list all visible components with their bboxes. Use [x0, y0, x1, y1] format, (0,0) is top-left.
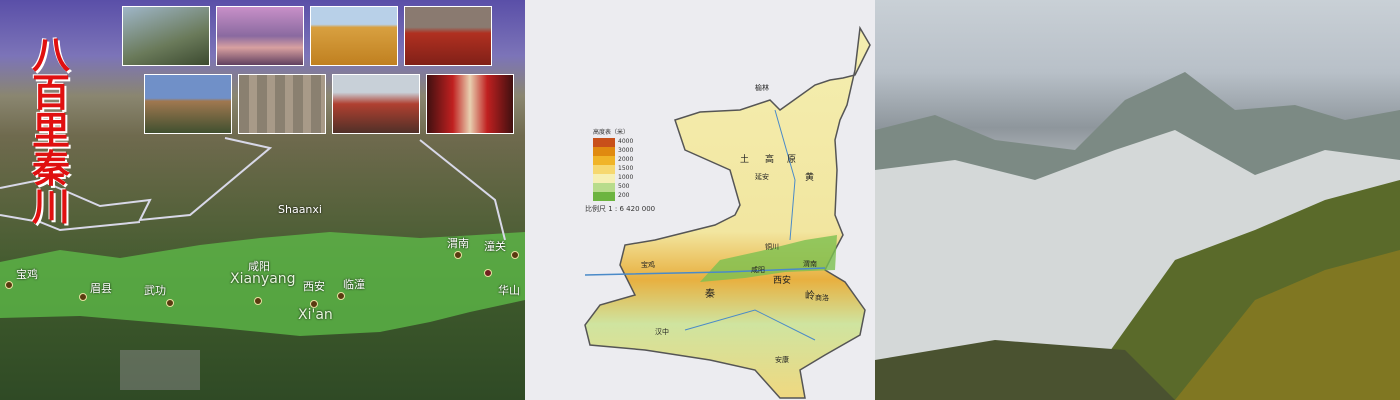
legend-row: 1000: [593, 174, 655, 183]
legend-value: 500: [618, 183, 630, 190]
thumb-festival-crowd: [332, 74, 420, 134]
thumb-terracotta-warriors: [238, 74, 326, 134]
city-label: 宝鸡: [16, 268, 38, 281]
thumb-wheat-field: [310, 6, 398, 66]
thumb-opera-performers: [426, 74, 514, 134]
title-calligraphy: 八百里秦川: [32, 32, 71, 229]
thumb-red-peppers: [404, 6, 492, 66]
legend-swatch: [593, 174, 615, 183]
city-marker: [454, 251, 462, 259]
legend-row: 1500: [593, 165, 655, 174]
map-label: 高: [765, 155, 775, 165]
city-marker: [166, 299, 174, 307]
map-label: 咸阳: [751, 266, 765, 274]
shaanxi-map-shape: [584, 25, 871, 399]
map-label: 榆林: [755, 84, 769, 92]
legend-swatch: [593, 165, 615, 174]
city-label: 眉县: [90, 282, 112, 295]
map-label: 渭南: [803, 260, 817, 268]
city-label: 西安: [303, 280, 325, 293]
legend-swatch: [593, 156, 615, 165]
map-label: 商洛: [815, 294, 829, 302]
qinchuan-satellite-panel: 八百里秦川 Shaanxi 宝鸡 眉县 武功 咸阳 Xianyang 西安 Xi'a…: [0, 0, 525, 400]
legend-value: 4000: [618, 138, 634, 145]
city-label: 临潼: [343, 278, 365, 291]
map-label: 土: [740, 155, 750, 165]
legend-value: 1000: [618, 174, 634, 181]
city-marker: [337, 292, 345, 300]
legend-swatch: [593, 192, 615, 201]
city-label-en: Xianyang: [230, 271, 296, 287]
map-label: 黄: [805, 173, 815, 183]
city-marker: [484, 269, 492, 277]
shaanxi-topographic-map-panel: 高度表（米） 4000 3000 2000 1500 1000 500 200 比例尺 1 …: [525, 0, 875, 400]
map-label: 岭: [805, 291, 815, 302]
legend-row: 4000: [593, 138, 655, 147]
mountain-scene: [875, 72, 1400, 400]
city-marker: [310, 300, 318, 308]
legend-value: 3000: [618, 147, 634, 154]
city-label: 咸阳: [248, 260, 270, 273]
map-label: 汉中: [655, 328, 669, 336]
city-label: 潼关: [484, 240, 506, 253]
legend-value: 1500: [618, 165, 634, 172]
region-label-shaanxi: Shaanxi: [278, 203, 322, 216]
map-scale: 比例尺 1 : 6 420 000: [585, 205, 656, 213]
thumb-pagoda: [144, 74, 232, 134]
legend-swatch: [593, 147, 615, 156]
legend-value: 2000: [618, 156, 634, 163]
thumb-river-sunset: [216, 6, 304, 66]
city-marker: [79, 293, 87, 301]
city-marker: [511, 251, 519, 259]
legend-swatch: [593, 183, 615, 192]
map-label: 西安: [773, 276, 792, 286]
map-label: 原: [787, 155, 797, 165]
map-label: 秦: [705, 289, 715, 300]
city-label-en: Xi'an: [298, 307, 333, 323]
terrain-overlay: [0, 137, 525, 390]
city-label: 武功: [144, 284, 166, 297]
legend-row: 200: [593, 192, 655, 201]
elevation-legend: 高度表（米） 4000 3000 2000 1500 1000 500 200 比例尺 1 …: [585, 127, 655, 214]
legend-swatch: [593, 138, 615, 147]
map-label: 铜川: [765, 243, 779, 251]
legend-value: 200: [618, 192, 630, 199]
map-label: 安康: [775, 356, 789, 364]
map-label: 延安: [755, 173, 769, 181]
city-marker: [5, 281, 13, 289]
city-label: 渭南: [447, 237, 469, 250]
legend-title: 高度表（米）: [593, 129, 630, 136]
snowy-mountain-photo-panel: [875, 0, 1400, 400]
legend-row: 3000: [593, 147, 655, 156]
legend-row: 2000: [593, 156, 655, 165]
city-label: 华山: [498, 284, 520, 297]
map-label: 宝鸡: [641, 261, 655, 269]
city-marker: [254, 297, 262, 305]
legend-row: 500: [593, 183, 655, 192]
thumb-mountain-peaks: [122, 6, 210, 66]
